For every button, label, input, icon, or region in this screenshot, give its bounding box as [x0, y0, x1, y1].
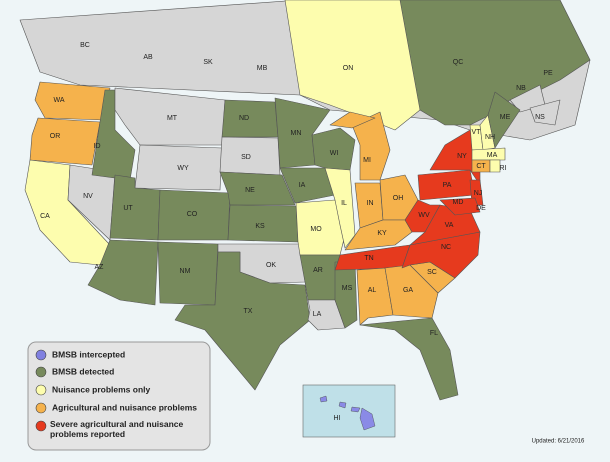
region-label: AL — [368, 287, 377, 294]
legend-swatch — [35, 384, 47, 396]
region-label: KS — [255, 223, 265, 230]
region-label: NC — [441, 244, 451, 251]
region-label: IN — [367, 200, 374, 207]
region-label: CT — [476, 163, 486, 170]
region-label: ME — [500, 114, 511, 121]
region-label: OH — [393, 195, 404, 202]
region-label: CO — [187, 211, 198, 218]
legend-swatch — [35, 349, 47, 361]
legend-label-wrap: Severe agricultural and nuisance problem… — [50, 419, 184, 439]
region-label: NB — [516, 85, 526, 92]
region-label: MA — [487, 152, 498, 159]
region-label: WV — [418, 212, 430, 219]
region-label: WI — [330, 150, 339, 157]
region-label: VA — [445, 222, 454, 229]
region-label: PE — [543, 70, 553, 77]
region-label: TX — [244, 308, 253, 315]
legend-box — [27, 341, 211, 451]
region-label: AZ — [95, 264, 105, 271]
region-label: NM — [180, 268, 191, 275]
region-label: MB — [257, 65, 268, 72]
legend-label: Severe agricultural and nuisance problem… — [50, 419, 184, 439]
region-label: ON — [343, 65, 354, 72]
legend-label: Nuisance problems only — [52, 384, 151, 394]
region-label: SK — [203, 59, 213, 66]
region-label: NS — [535, 114, 545, 121]
legend-label: BMSB intercepted — [52, 349, 125, 359]
region-label: OR — [50, 133, 61, 140]
region-label: BC — [80, 42, 90, 49]
region-label: GA — [403, 287, 413, 294]
region-label: SD — [241, 154, 251, 161]
region-label: MS — [342, 285, 353, 292]
region-label: FL — [430, 330, 438, 337]
land — [19, 0, 591, 438]
region-label: IA — [299, 182, 306, 189]
region-label: NV — [83, 193, 93, 200]
region-label: SC — [427, 269, 437, 276]
region-label: CA — [40, 213, 50, 220]
region-label: NY — [457, 153, 467, 160]
region-label: VT — [472, 129, 482, 136]
region-label: MN — [291, 130, 302, 137]
region-label: RI — [500, 165, 507, 172]
region-label: UT — [123, 205, 133, 212]
legend-swatch — [35, 420, 47, 432]
region-label: HI — [334, 415, 341, 422]
region-label: OK — [266, 262, 276, 269]
region-label: NH — [485, 134, 495, 141]
region-label: AB — [143, 54, 153, 61]
region-label: KY — [377, 230, 387, 237]
region-label: MI — [363, 157, 371, 164]
region-label: LA — [313, 311, 322, 318]
region-label: AR — [313, 267, 323, 274]
region-label: ID — [94, 143, 101, 150]
region-label: MT — [167, 115, 178, 122]
updated-note: Updated: 6/21/2016 — [532, 439, 585, 445]
legend-label: Agricultural and nuisance problems — [52, 402, 197, 412]
region-label: WA — [53, 97, 64, 104]
region-label: TN — [364, 255, 373, 262]
legend-swatch — [35, 402, 47, 414]
region-label: DE — [476, 205, 486, 212]
region-label: PA — [443, 182, 452, 189]
legend: BMSB intercepted BMSB detected Nuisance … — [27, 341, 211, 451]
region-label: QC — [453, 59, 464, 66]
region-label: MD — [453, 199, 464, 206]
region-label: ND — [239, 115, 249, 122]
region-label: MO — [310, 226, 322, 233]
legend-label: BMSB detected — [52, 366, 114, 376]
region-label: WY — [177, 165, 189, 172]
legend-swatch — [35, 366, 47, 378]
region-label: NE — [245, 187, 255, 194]
region-label: IL — [341, 200, 347, 207]
region-label: NJ — [474, 190, 483, 197]
